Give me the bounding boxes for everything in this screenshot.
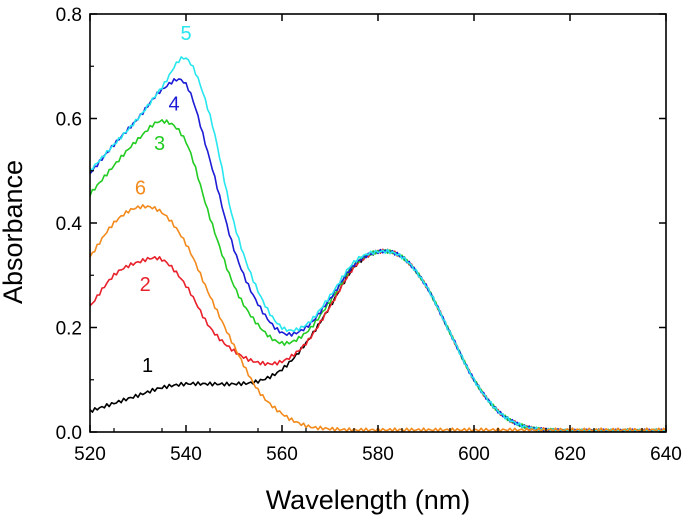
x-axis-title: Wavelength (nm)	[266, 485, 471, 515]
x-tick-label-600: 600	[458, 444, 490, 465]
series-line-4	[89, 78, 667, 433]
series-label-5: 5	[180, 23, 191, 45]
annotation-layer: 1 2 34 5 6	[135, 23, 192, 377]
series-layer	[89, 56, 667, 433]
x-tick-label-560: 560	[266, 444, 298, 465]
series-label-3: 3	[154, 133, 165, 155]
series-line-5	[89, 56, 667, 433]
y-tick-label-0.0: 0.0	[56, 423, 82, 444]
series-line-6	[89, 204, 667, 433]
x-tick-label-620: 620	[554, 444, 586, 465]
y-tick-label-0.2: 0.2	[56, 319, 82, 340]
series-label-2: 2	[140, 274, 151, 296]
y-tick-label-0.8: 0.8	[56, 5, 82, 26]
x-tick-label-640: 640	[650, 444, 682, 465]
series-label-6: 6	[135, 177, 146, 199]
tick-layer: 520 540 560 580 600 620 640 0.0 0.2 0.4 0.6 0.8	[56, 5, 682, 465]
y-tick-label-0.6: 0.6	[56, 110, 82, 131]
x-tick-label-540: 540	[170, 444, 202, 465]
series-label-4: 4	[168, 94, 179, 116]
plot-frame	[89, 13, 667, 433]
y-axis-title: Absorbance	[0, 160, 28, 304]
x-tick-label-580: 580	[362, 444, 394, 465]
series-line-1	[89, 248, 667, 433]
x-tick-label-520: 520	[74, 444, 106, 465]
series-line-2	[89, 248, 667, 433]
y-tick-label-0.4: 0.4	[56, 214, 83, 235]
series-label-1: 1	[142, 355, 153, 377]
